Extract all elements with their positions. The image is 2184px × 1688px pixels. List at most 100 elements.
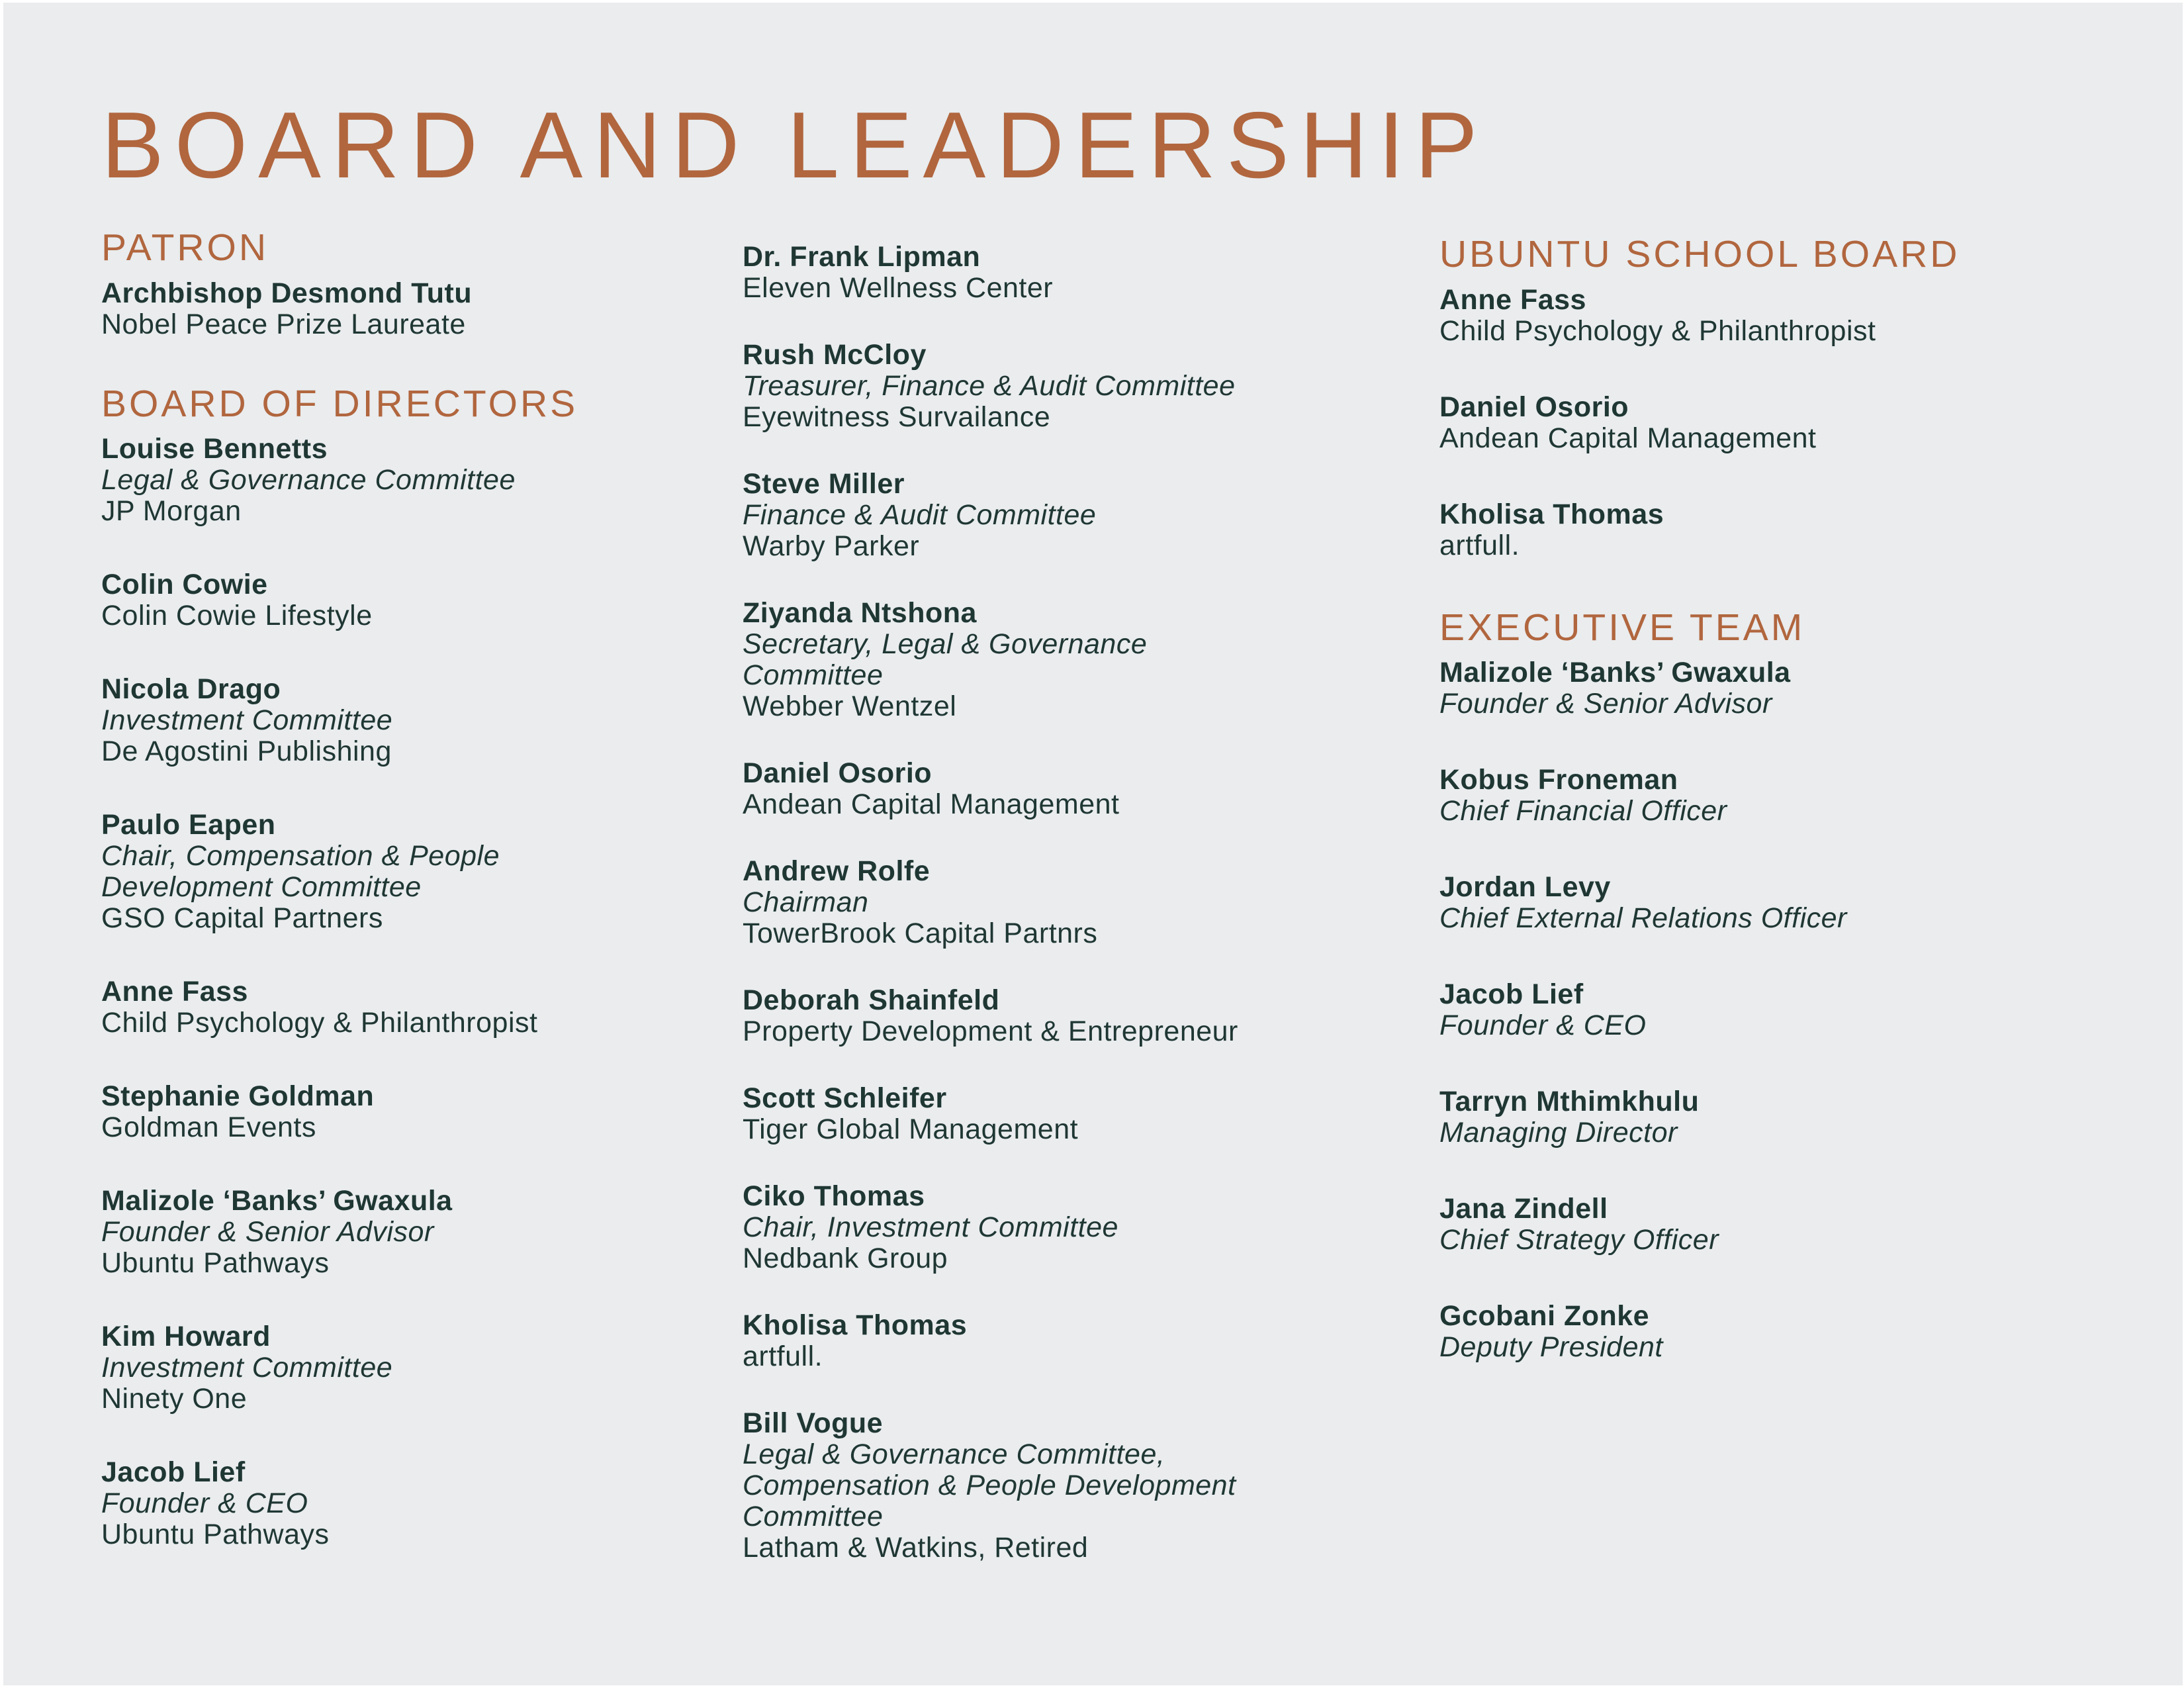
person-entry: Stephanie Goldman Goldman Events <box>101 1081 737 1143</box>
person-entry: Malizole ‘Banks’ Gwaxula Founder & Senior… <box>1439 657 2161 720</box>
section-heading: EXECUTIVE TEAM <box>1439 606 1805 649</box>
page: BOARD AND LEADERSHIP PATRON Archbishop De… <box>3 3 2183 1685</box>
board-section: UBUNTU SCHOOL BOARD Anne Fass Child Psycho… <box>1439 233 2161 561</box>
person-organization: Warby Parker <box>743 530 920 562</box>
person-entry: Paulo Eapen Chair, Compensation & People … <box>101 810 737 934</box>
person-name: Colin Cowie <box>101 569 268 601</box>
person-entry: Jacob Lief Founder & CEO Ubuntu Pathways <box>101 1457 737 1550</box>
person-name: Ciko Thomas <box>743 1180 925 1212</box>
person-organization: De Agostini Publishing <box>101 735 392 768</box>
person-name: Jana Zindell <box>1439 1193 1608 1225</box>
person-name: Ziyanda Ntshona <box>743 597 977 629</box>
person-name: Paulo Eapen <box>101 809 276 841</box>
person-entry: Ziyanda Ntshona Secretary, Legal & Govern… <box>743 598 1444 722</box>
person-entry: Deborah Shainfeld Property Development & … <box>743 985 1444 1047</box>
person-role: Chief External Relations Officer <box>1439 902 1847 935</box>
person-organization: TowerBrook Capital Partnrs <box>743 917 1098 949</box>
board-section: Dr. Frank Lipman Eleven Wellness Center Ru… <box>743 242 1444 1564</box>
person-role: Founder & CEO <box>1439 1009 1647 1042</box>
person-role: Chair, Investment Committee <box>743 1211 1118 1243</box>
person-entry: Kim Howard Investment Committee Ninety One <box>101 1321 737 1415</box>
column-middle: Dr. Frank Lipman Eleven Wellness Center Ru… <box>743 242 1444 1599</box>
person-entry: Jacob Lief Founder & CEO <box>1439 979 2161 1041</box>
board-section: EXECUTIVE TEAM Malizole ‘Banks’ Gwaxula Fo… <box>1439 606 2161 1364</box>
person-organization: Colin Cowie Lifestyle <box>101 600 373 632</box>
person-role: Investment Committee <box>101 704 393 737</box>
page-title: BOARD AND LEADERSHIP <box>101 93 1488 198</box>
person-name: Kim Howard <box>101 1321 271 1353</box>
person-organization: GSO Capital Partners <box>101 902 383 935</box>
person-role: Chairman <box>743 886 869 918</box>
person-organization: Webber Wentzel <box>743 690 957 722</box>
person-name: Malizole ‘Banks’ Gwaxula <box>1439 657 1791 689</box>
person-name: Andrew Rolfe <box>743 855 931 887</box>
person-role: Founder & Senior Advisor <box>101 1216 434 1248</box>
person-name: Stephanie Goldman <box>101 1080 375 1113</box>
person-role: Chief Strategy Officer <box>1439 1224 1719 1256</box>
person-name: Tarryn Mthimkhulu <box>1439 1086 1700 1118</box>
person-entry: Tarryn Mthimkhulu Managing Director <box>1439 1086 2161 1149</box>
person-entry: Anne Fass Child Psychology & Philanthropi… <box>1439 283 2161 347</box>
person-entry: Colin Cowie Colin Cowie Lifestyle <box>101 569 737 632</box>
person-organization: Nobel Peace Prize Laureate <box>101 308 466 340</box>
person-name: Deborah Shainfeld <box>743 984 1000 1016</box>
person-entry: Kobus Froneman Chief Financial Officer <box>1439 765 2161 827</box>
person-organization: Nedbank Group <box>743 1243 948 1274</box>
person-role: Legal & Governance Committee <box>101 464 516 496</box>
person-organization: Latham & Watkins, Retired <box>743 1532 1089 1564</box>
person-organization: JP Morgan <box>101 495 242 528</box>
person-role: Finance & Audit Committee <box>743 499 1097 531</box>
person-name: Kholisa Thomas <box>743 1309 968 1341</box>
person-name: Dr. Frank Lipman <box>743 241 981 273</box>
column-right: UBUNTU SCHOOL BOARD Anne Fass Child Psycho… <box>1439 233 2161 1408</box>
person-entry: Bill Vogue Legal & Governance Committee, … <box>743 1408 1444 1564</box>
person-organization: Eleven Wellness Center <box>743 272 1054 304</box>
column-left: PATRON Archbishop Desmond Tutu Nobel Peace… <box>101 226 737 1593</box>
person-organization: artfull. <box>1439 529 1520 561</box>
person-organization: Eyewitness Survailance <box>743 401 1051 433</box>
board-section: PATRON Archbishop Desmond Tutu Nobel Peace… <box>101 226 737 340</box>
person-name: Bill Vogue <box>743 1407 884 1439</box>
person-role: Deputy President <box>1439 1331 1663 1364</box>
person-entry: Daniel Osorio Andean Capital Management <box>743 758 1444 820</box>
person-name: Archbishop Desmond Tutu <box>101 277 473 309</box>
person-entry: Ciko Thomas Chair, Investment Committee Ne… <box>743 1181 1444 1274</box>
person-name: Jacob Lief <box>101 1456 246 1489</box>
person-entry: Scott Schleifer Tiger Global Management <box>743 1083 1444 1145</box>
person-organization: Ninety One <box>101 1383 248 1415</box>
person-name: Daniel Osorio <box>1439 391 1629 423</box>
person-role: Chief Financial Officer <box>1439 795 1727 827</box>
person-entry: Kholisa Thomas artfull. <box>1439 498 2161 561</box>
person-name: Anne Fass <box>1439 283 1586 316</box>
person-name: Louise Bennetts <box>101 433 328 465</box>
person-entry: Daniel Osorio Andean Capital Management <box>1439 391 2161 454</box>
person-role: Managing Director <box>1439 1117 1678 1149</box>
person-entry: Dr. Frank Lipman Eleven Wellness Center <box>743 242 1444 304</box>
person-name: Steve Miller <box>743 468 905 500</box>
person-organization: Andean Capital Management <box>1439 422 1817 454</box>
person-entry: Andrew Rolfe Chairman TowerBrook Capital P… <box>743 856 1444 949</box>
section-heading: BOARD OF DIRECTORS <box>101 382 578 425</box>
person-name: Gcobani Zonke <box>1439 1300 1650 1333</box>
section-heading: UBUNTU SCHOOL BOARD <box>1439 233 1960 275</box>
person-organization: Andean Capital Management <box>743 788 1120 820</box>
person-name: Malizole ‘Banks’ Gwaxula <box>101 1185 453 1217</box>
section-heading: PATRON <box>101 226 269 269</box>
person-organization: Goldman Events <box>101 1111 316 1144</box>
person-entry: Archbishop Desmond Tutu Nobel Peace Prize… <box>101 277 737 340</box>
person-name: Daniel Osorio <box>743 757 933 789</box>
person-entry: Steve Miller Finance & Audit Committee War… <box>743 469 1444 562</box>
person-organization: Ubuntu Pathways <box>101 1519 330 1551</box>
person-entry: Kholisa Thomas artfull. <box>743 1310 1444 1372</box>
person-name: Nicola Drago <box>101 673 281 706</box>
person-role: Secretary, Legal & Governance Committee <box>743 628 1148 691</box>
person-role: Founder & CEO <box>101 1487 308 1520</box>
person-entry: Louise Bennetts Legal & Governance Commit… <box>101 434 737 527</box>
person-role: Investment Committee <box>101 1352 393 1384</box>
person-name: Jacob Lief <box>1439 978 1584 1011</box>
person-role: Chair, Compensation & People Development… <box>101 840 500 904</box>
person-name: Kholisa Thomas <box>1439 498 1664 530</box>
board-section: BOARD OF DIRECTORS Louise Bennetts Legal &… <box>101 383 737 1551</box>
person-entry: Jana Zindell Chief Strategy Officer <box>1439 1194 2161 1256</box>
person-entry: Jordan Levy Chief External Relations Offi… <box>1439 872 2161 934</box>
